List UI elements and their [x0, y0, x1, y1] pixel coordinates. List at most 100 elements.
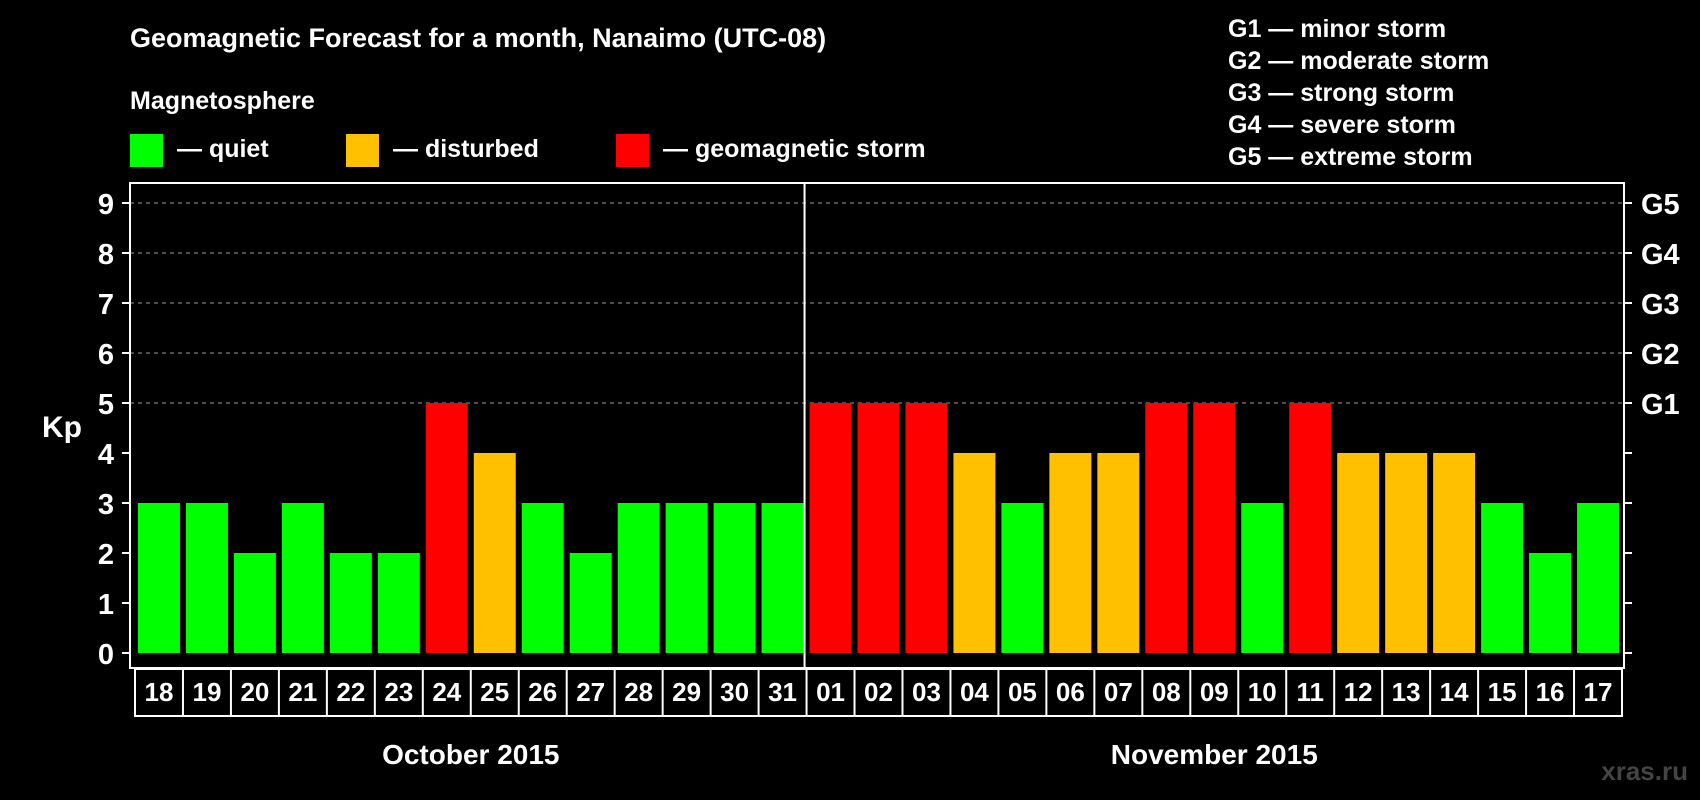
- day-label-frame: [134, 668, 1623, 717]
- day-label-20: 20: [240, 677, 269, 707]
- day-label-21: 21: [288, 677, 317, 707]
- day-label-22: 22: [336, 677, 365, 707]
- storm-scale-item-1: G2 — moderate storm: [1228, 47, 1489, 75]
- bar-10: [1241, 503, 1284, 653]
- ytick-label-6: 6: [98, 339, 114, 371]
- ytick-label-7: 7: [98, 289, 114, 321]
- bar-04: [953, 453, 996, 653]
- bar-15: [1481, 503, 1524, 653]
- legend-swatch-0: [130, 134, 163, 167]
- bar-07: [1097, 453, 1140, 653]
- day-label-02: 02: [864, 677, 893, 707]
- bar-01: [809, 403, 852, 653]
- day-label-25: 25: [480, 677, 509, 707]
- day-label-08: 08: [1152, 677, 1181, 707]
- ytick-label-0: 0: [98, 639, 114, 671]
- ytick-label-3: 3: [98, 489, 114, 521]
- storm-scale-item-4: G5 — extreme storm: [1228, 143, 1473, 171]
- bar-08: [1145, 403, 1188, 653]
- day-label-10: 10: [1248, 677, 1277, 707]
- day-label-18: 18: [145, 677, 174, 707]
- day-label-23: 23: [384, 677, 413, 707]
- day-label-31: 31: [768, 677, 797, 707]
- legend-label-0: — quiet: [177, 135, 269, 163]
- bar-29: [665, 503, 708, 653]
- day-label-17: 17: [1584, 677, 1613, 707]
- day-label-05: 05: [1008, 677, 1037, 707]
- storm-scale-list: G1 — minor storm G2 — moderate storm G3 — …: [1228, 15, 1489, 171]
- watermark: xras.ru: [1601, 756, 1688, 786]
- legend: — quiet — disturbed — geomagnetic storm: [130, 134, 926, 167]
- day-label-01: 01: [816, 677, 845, 707]
- right-axis-label-G2: G2: [1641, 339, 1680, 371]
- day-label-30: 30: [720, 677, 749, 707]
- bar-02: [857, 403, 900, 653]
- day-labels: 18 19 20 21 22 23 24 25 26 27 28 29 30 31 01 02 03 04 05 06…: [134, 668, 1623, 717]
- legend-heading: Magnetosphere: [130, 87, 315, 115]
- day-label-28: 28: [624, 677, 653, 707]
- day-label-27: 27: [576, 677, 605, 707]
- day-label-15: 15: [1488, 677, 1517, 707]
- chart-title: Geomagnetic Forecast for a month, Nanaim…: [130, 23, 826, 53]
- day-label-07: 07: [1104, 677, 1133, 707]
- right-axis-label-G3: G3: [1641, 289, 1680, 321]
- bar-30: [713, 503, 756, 653]
- day-label-11: 11: [1296, 677, 1324, 707]
- bar-13: [1385, 453, 1428, 653]
- bar-14: [1433, 453, 1476, 653]
- bar-27: [569, 553, 612, 653]
- bar-06: [1049, 453, 1092, 653]
- day-label-04: 04: [960, 677, 989, 707]
- month-label-0: October 2015: [382, 739, 559, 770]
- month-labels: October 2015 November 2015: [382, 739, 1318, 770]
- y-axis-label: Kp: [42, 411, 82, 444]
- bar-25: [473, 453, 516, 653]
- storm-scale-item-0: G1 — minor storm: [1228, 15, 1446, 43]
- right-axis-label-G4: G4: [1641, 239, 1680, 271]
- bar-03: [905, 403, 948, 653]
- month-label-1: November 2015: [1111, 739, 1318, 770]
- day-label-16: 16: [1536, 677, 1565, 707]
- ytick-label-9: 9: [98, 189, 114, 221]
- ytick-label-1: 1: [98, 589, 114, 621]
- bar-28: [617, 503, 660, 653]
- bar-22: [329, 553, 372, 653]
- bar-19: [185, 503, 228, 653]
- bar-21: [281, 503, 324, 653]
- right-axis-label-G1: G1: [1641, 389, 1680, 421]
- ytick-label-4: 4: [98, 439, 114, 471]
- bar-09: [1193, 403, 1236, 653]
- bar-31: [761, 503, 804, 653]
- storm-scale-item-2: G3 — strong storm: [1228, 79, 1454, 107]
- day-label-29: 29: [672, 677, 701, 707]
- bar-05: [1001, 503, 1044, 653]
- ytick-label-8: 8: [98, 239, 114, 271]
- bar-24: [425, 403, 468, 653]
- bar-16: [1529, 553, 1572, 653]
- day-label-14: 14: [1440, 677, 1469, 707]
- legend-label-2: — geomagnetic storm: [663, 135, 926, 163]
- bar-26: [521, 503, 564, 653]
- day-label-03: 03: [912, 677, 941, 707]
- day-label-09: 09: [1200, 677, 1229, 707]
- ytick-label-2: 2: [98, 539, 114, 571]
- legend-label-1: — disturbed: [393, 135, 539, 163]
- day-label-12: 12: [1344, 677, 1373, 707]
- legend-swatch-2: [616, 134, 649, 167]
- day-label-24: 24: [432, 677, 461, 707]
- day-label-26: 26: [528, 677, 557, 707]
- bar-11: [1289, 403, 1332, 653]
- bar-17: [1577, 503, 1619, 653]
- legend-swatch-1: [346, 134, 379, 167]
- right-axis-label-G5: G5: [1641, 189, 1680, 221]
- day-label-13: 13: [1392, 677, 1421, 707]
- bars: [138, 403, 1619, 653]
- bar-20: [233, 553, 276, 653]
- bar-23: [377, 553, 420, 653]
- bar-18: [138, 503, 180, 653]
- day-label-06: 06: [1056, 677, 1085, 707]
- day-label-19: 19: [192, 677, 221, 707]
- storm-scale-item-3: G4 — severe storm: [1228, 111, 1456, 139]
- bar-12: [1337, 453, 1380, 653]
